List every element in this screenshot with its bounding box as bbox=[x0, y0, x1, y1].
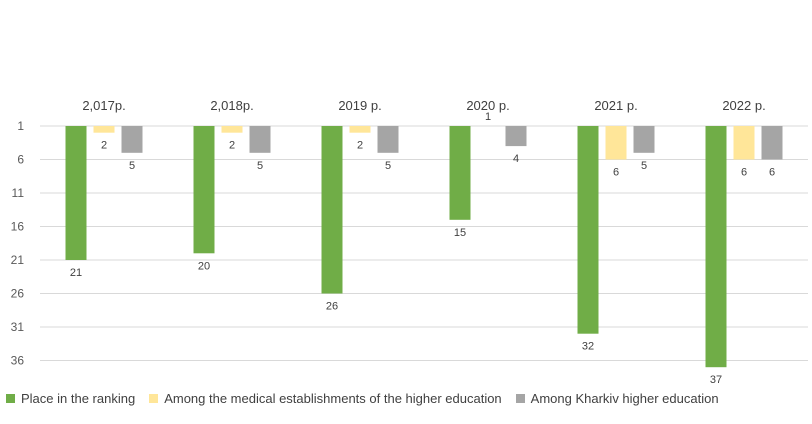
bar-2-2 bbox=[377, 126, 399, 153]
data-label: 6 bbox=[741, 167, 747, 179]
bar-0-4 bbox=[577, 126, 599, 334]
data-label: 5 bbox=[129, 160, 135, 172]
legend-swatch-place bbox=[6, 394, 15, 403]
legend-swatch-medical bbox=[149, 394, 159, 403]
data-label: 15 bbox=[454, 227, 466, 239]
data-label: 5 bbox=[641, 160, 647, 172]
y-tick-label: 21 bbox=[11, 253, 25, 267]
legend-swatch-kharkiv bbox=[515, 394, 525, 403]
legend-item-place: Place in the ranking bbox=[6, 391, 135, 406]
bars bbox=[65, 126, 783, 368]
data-label: 6 bbox=[613, 167, 619, 179]
bar-2-1 bbox=[249, 126, 271, 153]
bar-0-3 bbox=[449, 126, 471, 220]
data-label: 20 bbox=[198, 260, 210, 272]
bar-2-3 bbox=[505, 126, 527, 147]
bar-1-1 bbox=[221, 126, 243, 133]
y-tick-label: 11 bbox=[12, 186, 25, 200]
bar-1-2 bbox=[349, 126, 371, 133]
gridlines bbox=[40, 125, 808, 361]
x-tick-label: 2020 р. bbox=[466, 98, 509, 113]
bar-2-4 bbox=[633, 126, 655, 153]
x-tick-label: 2,017р. bbox=[82, 98, 125, 113]
x-tick-label: 2,018р. bbox=[210, 98, 253, 113]
bar-1-4 bbox=[605, 126, 627, 160]
legend-label-kharkiv: Among Kharkiv higher education bbox=[530, 391, 719, 406]
y-tick-label: 16 bbox=[11, 220, 25, 234]
x-tick-label: 2021 р. bbox=[594, 98, 637, 113]
legend-label-place: Place in the ranking bbox=[21, 391, 136, 406]
data-label: 5 bbox=[257, 160, 263, 172]
data-label: 4 bbox=[513, 153, 519, 165]
y-tick-label: 26 bbox=[11, 287, 25, 301]
data-label: 32 bbox=[582, 341, 594, 353]
legend: Place in the ranking Among the medical e… bbox=[6, 391, 810, 406]
data-label: 2 bbox=[357, 140, 363, 152]
y-tick-label: 6 bbox=[17, 153, 24, 167]
data-label: 37 bbox=[710, 374, 722, 386]
x-tick-label: 2022 р. bbox=[722, 98, 765, 113]
y-tick-label: 31 bbox=[11, 320, 25, 334]
bar-0-0 bbox=[65, 126, 87, 260]
legend-label-medical: Among the medical establishments of the … bbox=[164, 391, 502, 406]
bar-0-5 bbox=[705, 126, 727, 368]
y-tick-label: 1 bbox=[17, 119, 24, 133]
bar-1-5 bbox=[733, 126, 755, 160]
bar-0-1 bbox=[193, 126, 215, 254]
data-label: 2 bbox=[229, 140, 235, 152]
legend-item-medical: Among the medical establishments of the … bbox=[149, 391, 502, 406]
y-tick-label: 36 bbox=[11, 354, 25, 368]
bar-1-0 bbox=[93, 126, 115, 133]
data-label: 1 bbox=[485, 111, 491, 123]
x-tick-label: 2019 р. bbox=[338, 98, 381, 113]
bar-2-0 bbox=[121, 126, 143, 153]
data-label: 2 bbox=[101, 140, 107, 152]
data-label: 26 bbox=[326, 301, 338, 313]
bar-2-5 bbox=[761, 126, 783, 160]
legend-item-kharkiv: Among Kharkiv higher education bbox=[515, 391, 719, 406]
x-axis: 2,017р. 2,018р. 2019 р. 2020 р. 2021 р. 2022 … bbox=[82, 98, 765, 113]
bar-0-2 bbox=[321, 126, 343, 294]
data-label: 21 bbox=[70, 267, 82, 279]
data-label: 5 bbox=[385, 160, 391, 172]
data-label: 6 bbox=[769, 167, 775, 179]
